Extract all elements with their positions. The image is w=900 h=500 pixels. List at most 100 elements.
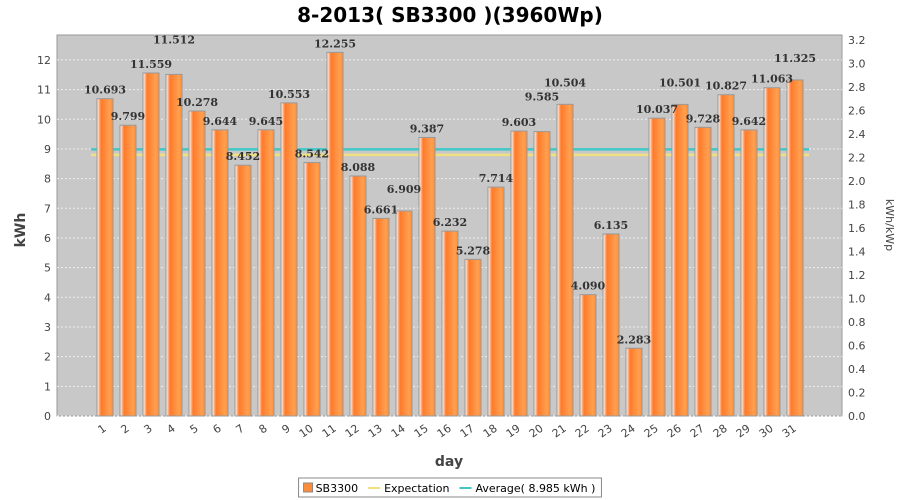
- legend-average: Average( 8.985 kWh ): [475, 482, 595, 495]
- x-tick-label: 23: [596, 422, 615, 441]
- x-tick-label: 4: [165, 422, 178, 437]
- legend-sb3300: SB3300: [316, 482, 359, 495]
- data-label: 12.255: [314, 37, 356, 50]
- x-tick-label: 1: [96, 422, 109, 437]
- x-tick-label: 27: [688, 422, 707, 441]
- bar-day-25: [648, 117, 666, 417]
- x-tick-label: 21: [550, 422, 569, 441]
- y-right-tick-label: 0.6: [848, 339, 866, 352]
- y-right-tick-label: 2.6: [848, 104, 866, 117]
- y-tick-label: 2: [44, 351, 51, 364]
- legend-swatch-sb3300: [303, 482, 314, 493]
- y-right-tick-label: 1.0: [848, 292, 866, 305]
- legend-box: [298, 477, 602, 498]
- data-label: 9.799: [111, 110, 145, 123]
- data-label: 8.452: [226, 150, 260, 163]
- data-label: 6.909: [387, 183, 421, 196]
- bar-day-20: [533, 131, 551, 417]
- data-label: 6.232: [433, 216, 467, 229]
- x-tick-label: 15: [412, 422, 431, 441]
- data-label: 2.283: [617, 333, 651, 346]
- data-label: 11.063: [751, 73, 793, 86]
- data-label: 9.603: [502, 116, 536, 129]
- x-tick-label: 8: [257, 422, 270, 437]
- x-tick-label: 14: [389, 422, 408, 441]
- y-axis-right-label: kWh/kWp: [883, 199, 896, 251]
- bar-day-19: [510, 130, 528, 417]
- y-right-tick-label: 2.2: [848, 151, 866, 164]
- x-tick-label: 13: [366, 422, 385, 441]
- data-label: 8.542: [295, 148, 329, 161]
- bar-day-7: [234, 164, 252, 417]
- data-label: 10.504: [544, 76, 586, 89]
- bar-day-16: [441, 230, 459, 417]
- x-tick-label: 5: [188, 422, 201, 437]
- data-label: 7.714: [479, 172, 514, 185]
- bar-day-15: [418, 136, 436, 417]
- data-label: 6.661: [364, 203, 398, 216]
- bar-day-5: [188, 110, 206, 417]
- bar-day-24: [625, 347, 643, 417]
- bar-day-18: [487, 186, 505, 417]
- x-tick-label: 29: [734, 422, 753, 441]
- data-label: 9.642: [732, 115, 766, 128]
- x-tick-label: 9: [280, 422, 293, 437]
- x-tick-label: 17: [458, 422, 477, 441]
- x-tick-label: 6: [211, 422, 224, 437]
- data-label: 9.585: [525, 91, 559, 104]
- y-right-tick-label: 0.2: [848, 386, 866, 399]
- data-label: 4.090: [571, 280, 606, 293]
- data-label: 10.827: [705, 80, 747, 93]
- x-tick-label: 28: [711, 422, 730, 441]
- x-tick-label: 31: [780, 422, 799, 441]
- y-right-tick-label: 0.4: [848, 363, 866, 376]
- data-label: 10.278: [176, 96, 218, 109]
- x-tick-label: 2: [119, 422, 132, 437]
- y-right-tick-label: 0.8: [848, 316, 866, 329]
- bar-day-22: [579, 294, 597, 417]
- bar-day-6: [211, 129, 229, 417]
- chart-title: 8-2013( SB3300 )(3960Wp): [297, 3, 603, 27]
- x-tick-label: 30: [757, 422, 776, 441]
- bar-day-4: [165, 73, 183, 417]
- data-label: 10.693: [84, 84, 126, 97]
- x-tick-label: 18: [481, 422, 500, 441]
- bar-day-8: [257, 129, 275, 417]
- y-right-tick-label: 3.0: [848, 57, 866, 70]
- bar-day-28: [717, 94, 735, 417]
- bar-day-11: [326, 51, 344, 417]
- bar-day-2: [119, 124, 137, 417]
- bar-day-13: [372, 217, 390, 417]
- x-tick-label: 3: [142, 422, 155, 437]
- y-right-tick-label: 1.4: [848, 245, 866, 258]
- x-tick-label: 24: [619, 422, 638, 441]
- y-tick-label: 1: [44, 380, 51, 393]
- y-tick-label: 6: [44, 232, 51, 245]
- data-label: 9.387: [410, 122, 444, 135]
- data-label: 11.559: [130, 58, 172, 71]
- x-axis-label: day: [435, 454, 463, 470]
- bar-day-10: [303, 162, 321, 417]
- y-tick-label: 5: [44, 262, 51, 275]
- y-right-tick-label: 1.2: [848, 269, 866, 282]
- bar-day-12: [349, 175, 367, 417]
- data-label: 11.512: [153, 33, 195, 46]
- data-label: 9.728: [686, 112, 721, 125]
- y-right-tick-label: 1.8: [848, 198, 866, 211]
- y-tick-label: 7: [44, 202, 51, 215]
- y-right-tick-label: 2.0: [848, 175, 866, 188]
- bar-day-30: [763, 87, 781, 417]
- legend-expectation: Expectation: [384, 482, 449, 495]
- bar-day-26: [671, 103, 689, 417]
- data-label: 5.278: [456, 244, 491, 257]
- legend: SB3300 Expectation Average( 8.985 kWh ): [298, 477, 602, 498]
- x-tick-label: 22: [573, 422, 592, 441]
- bar-day-14: [395, 210, 413, 417]
- y-right-tick-label: 2.4: [848, 128, 866, 141]
- y-tick-label: 12: [37, 54, 51, 67]
- x-tick-label: 19: [504, 422, 523, 441]
- data-label: 11.325: [774, 52, 816, 65]
- data-label: 9.645: [249, 115, 283, 128]
- data-label: 10.553: [268, 88, 310, 101]
